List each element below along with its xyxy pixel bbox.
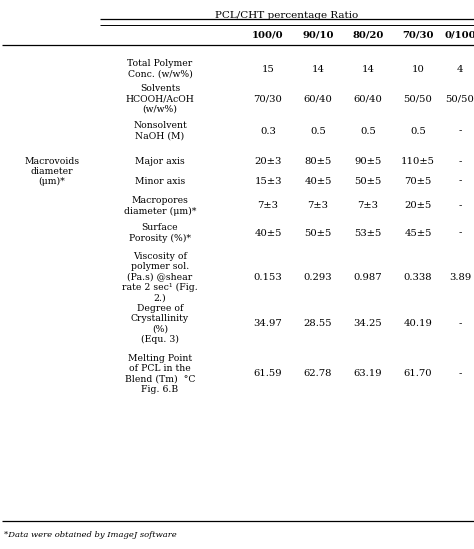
Text: 10: 10: [411, 64, 424, 74]
Text: 70/30: 70/30: [402, 31, 434, 40]
Text: 7±3: 7±3: [308, 201, 328, 210]
Text: Major axis: Major axis: [135, 158, 185, 166]
Text: 70/30: 70/30: [254, 94, 283, 104]
Text: Solvents
HCOOH/AcOH
(w/w%): Solvents HCOOH/AcOH (w/w%): [126, 84, 194, 114]
Text: -: -: [458, 369, 462, 378]
Text: 40.19: 40.19: [403, 320, 432, 328]
Text: 14: 14: [311, 64, 325, 74]
Text: -: -: [458, 158, 462, 166]
Text: Macrovoids
diameter
(μm)*: Macrovoids diameter (μm)*: [25, 156, 80, 187]
Text: 28.55: 28.55: [304, 320, 332, 328]
Text: 50/50: 50/50: [403, 94, 432, 104]
Text: 50/50: 50/50: [446, 94, 474, 104]
Text: 80±5: 80±5: [304, 158, 332, 166]
Text: Degree of
Crystallinity
(%)
(Equ. 3): Degree of Crystallinity (%) (Equ. 3): [131, 304, 189, 344]
Text: Surface
Porosity (%)*: Surface Porosity (%)*: [129, 223, 191, 243]
Text: 80/20: 80/20: [352, 31, 383, 40]
Text: 0.5: 0.5: [310, 126, 326, 136]
Text: 63.19: 63.19: [354, 369, 383, 378]
Text: 0.338: 0.338: [404, 272, 432, 282]
Text: 0.5: 0.5: [360, 126, 376, 136]
Text: 45±5: 45±5: [404, 228, 432, 238]
Text: 110±5: 110±5: [401, 158, 435, 166]
Text: 20±5: 20±5: [404, 201, 432, 210]
Text: *Data were obtained by ImageJ software: *Data were obtained by ImageJ software: [4, 531, 177, 539]
Text: 61.59: 61.59: [254, 369, 283, 378]
Text: 61.70: 61.70: [404, 369, 432, 378]
Text: 0.987: 0.987: [354, 272, 383, 282]
Text: 15±3: 15±3: [254, 176, 282, 186]
Text: 34.25: 34.25: [354, 320, 383, 328]
Text: 7±3: 7±3: [257, 201, 279, 210]
Text: 53±5: 53±5: [354, 228, 382, 238]
Text: 40±5: 40±5: [304, 176, 332, 186]
Text: Total Polymer
Conc. (w/w%): Total Polymer Conc. (w/w%): [128, 59, 192, 79]
Text: 90±5: 90±5: [354, 158, 382, 166]
Text: 0/100: 0/100: [444, 31, 474, 40]
Text: 0.3: 0.3: [260, 126, 276, 136]
Text: 60/40: 60/40: [303, 94, 332, 104]
Text: 50±5: 50±5: [354, 176, 382, 186]
Text: 20±3: 20±3: [255, 158, 282, 166]
Text: 15: 15: [262, 64, 274, 74]
Text: 14: 14: [362, 64, 374, 74]
Text: Viscosity of
polymer sol.
(Pa.s) @shear
rate 2 sec¹ (Fig.
2.): Viscosity of polymer sol. (Pa.s) @shear …: [122, 251, 198, 302]
Text: 62.78: 62.78: [304, 369, 332, 378]
Text: 34.97: 34.97: [254, 320, 283, 328]
Text: 4: 4: [457, 64, 463, 74]
Text: 40±5: 40±5: [254, 228, 282, 238]
Text: -: -: [458, 176, 462, 186]
Text: -: -: [458, 126, 462, 136]
Text: 3.89: 3.89: [449, 272, 471, 282]
Text: -: -: [458, 201, 462, 210]
Text: PCL/CHT percentage Ratio: PCL/CHT percentage Ratio: [215, 11, 359, 20]
Text: Melting Point
of PCL in the
Blend (Tm)  °C
Fig. 6.B: Melting Point of PCL in the Blend (Tm) °…: [125, 354, 195, 394]
Text: 50±5: 50±5: [304, 228, 332, 238]
Text: 60/40: 60/40: [354, 94, 383, 104]
Text: Nonsolvent
NaOH (M): Nonsolvent NaOH (M): [133, 121, 187, 141]
Text: 0.153: 0.153: [254, 272, 283, 282]
Text: 0.5: 0.5: [410, 126, 426, 136]
Text: Macropores
diameter (μm)*: Macropores diameter (μm)*: [124, 196, 196, 216]
Text: Minor axis: Minor axis: [135, 176, 185, 186]
Text: 70±5: 70±5: [404, 176, 432, 186]
Text: 90/10: 90/10: [302, 31, 334, 40]
Text: 0.293: 0.293: [304, 272, 332, 282]
Text: 100/0: 100/0: [252, 31, 284, 40]
Text: -: -: [458, 228, 462, 238]
Text: 7±3: 7±3: [357, 201, 379, 210]
Text: -: -: [458, 320, 462, 328]
